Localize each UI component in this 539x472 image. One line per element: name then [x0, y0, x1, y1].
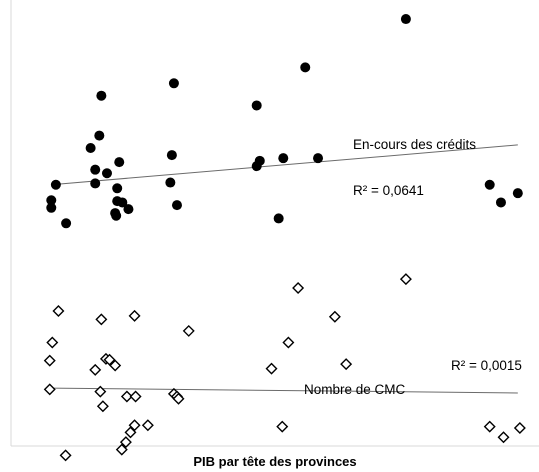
point-credits-24	[123, 204, 134, 215]
point-credits-18	[165, 177, 176, 188]
point-cmc-13	[89, 363, 102, 376]
point-credits-26	[111, 210, 122, 221]
point-cmc-27	[124, 426, 137, 439]
point-cmc-28	[119, 436, 132, 449]
point-credits-5	[94, 130, 105, 141]
point-credits-4	[251, 100, 262, 111]
point-credits-12	[90, 164, 101, 175]
point-cmc-9	[43, 354, 56, 367]
point-credits-9	[278, 153, 289, 164]
point-cmc-17	[94, 385, 107, 398]
data-points	[43, 14, 526, 462]
point-credits-29	[512, 188, 523, 199]
point-cmc-2	[52, 305, 65, 317]
series-label-cmc: Nombre de CMC	[304, 382, 406, 397]
point-cmc-19	[129, 390, 142, 403]
point-cmc-8	[282, 336, 295, 349]
point-credits-17	[112, 183, 123, 194]
point-cmc-0	[399, 273, 412, 286]
point-credits-10	[313, 153, 324, 164]
point-credits-22	[171, 200, 182, 211]
point-cmc-32	[513, 421, 526, 434]
point-cmc-16	[43, 383, 56, 396]
point-credits-21	[117, 197, 128, 208]
point-cmc-31	[483, 420, 496, 433]
point-cmc-3	[95, 313, 108, 326]
series-label-credits: En-cours des crédits	[353, 137, 476, 152]
point-cmc-15	[340, 358, 353, 371]
point-credits-15	[90, 178, 101, 189]
point-cmc-23	[96, 400, 109, 413]
point-cmc-18	[120, 390, 133, 403]
point-cmc-5	[328, 310, 341, 323]
point-credits-13	[251, 161, 262, 172]
point-cmc-24	[128, 419, 141, 432]
point-credits-1	[300, 62, 311, 73]
point-credits-23	[46, 202, 57, 213]
point-credits-19	[46, 195, 57, 206]
point-credits-6	[85, 142, 96, 153]
point-cmc-22	[172, 392, 185, 405]
point-cmc-25	[141, 419, 154, 432]
point-credits-30	[484, 179, 495, 190]
point-credits-11	[114, 157, 125, 168]
point-cmc-29	[115, 443, 128, 456]
point-credits-27	[273, 213, 284, 224]
point-cmc-6	[182, 324, 195, 337]
point-credits-31	[495, 197, 506, 208]
trendlines	[51, 144, 518, 394]
point-credits-3	[96, 90, 107, 101]
point-credits-2	[168, 78, 179, 89]
trendline-cmc	[51, 387, 518, 394]
point-cmc-12	[109, 359, 122, 372]
point-cmc-4	[128, 309, 141, 322]
trendline-credits	[51, 144, 518, 186]
r2-label-credits: R² = 0,0641	[353, 183, 424, 198]
point-credits-16	[50, 179, 61, 190]
point-cmc-7	[46, 336, 59, 349]
point-cmc-1	[292, 281, 305, 294]
point-cmc-26	[276, 420, 289, 433]
point-credits-14	[101, 168, 112, 179]
point-cmc-30	[59, 449, 72, 462]
point-credits-0	[400, 14, 411, 25]
point-cmc-33	[497, 431, 510, 444]
point-cmc-11	[103, 353, 116, 366]
x-axis-title: PIB par tête des provinces	[193, 454, 356, 469]
r2-label-cmc: R² = 0,0015	[451, 358, 522, 373]
point-cmc-14	[265, 362, 278, 375]
point-credits-7	[166, 150, 177, 161]
point-credits-28	[61, 218, 72, 229]
